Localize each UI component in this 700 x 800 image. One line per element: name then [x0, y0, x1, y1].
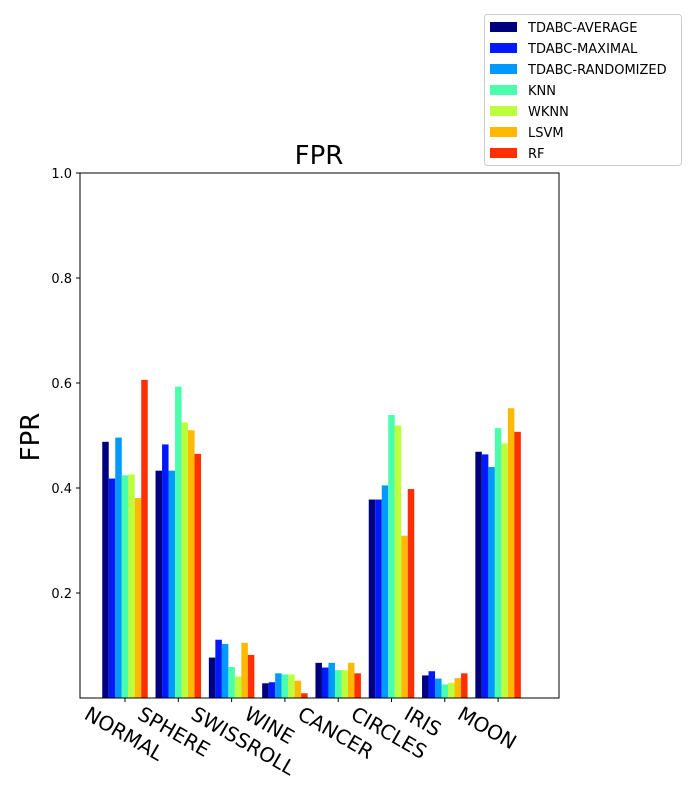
bar — [448, 682, 455, 698]
bar — [435, 678, 442, 698]
legend-label: LSVM — [528, 126, 564, 141]
bar — [341, 670, 348, 698]
bar — [428, 671, 436, 698]
bar — [401, 535, 408, 698]
chart-title: FPR — [295, 141, 344, 171]
bar — [461, 673, 468, 698]
y-tick-label: 0.4 — [51, 482, 72, 497]
bar — [368, 499, 376, 698]
bar — [354, 673, 361, 698]
bar — [514, 431, 521, 698]
bar — [454, 678, 462, 698]
y-tick-label: 1.0 — [51, 167, 72, 182]
y-tick-label: 0.8 — [51, 272, 72, 287]
legend-swatch — [490, 148, 517, 158]
bar — [347, 662, 355, 698]
bar — [162, 444, 169, 698]
bar — [188, 430, 195, 698]
legend-label: TDABC-AVERAGE — [527, 21, 637, 36]
bar — [394, 425, 402, 698]
y-axis-label: FPR — [16, 413, 46, 462]
bar — [262, 683, 269, 698]
y-axis: 0.2 0.4 0.6 0.8 1.0 — [51, 167, 80, 602]
bar — [234, 676, 242, 698]
plot-frame — [79, 172, 560, 699]
bar — [168, 470, 176, 698]
bar — [275, 673, 282, 698]
bar — [481, 454, 489, 698]
bar — [208, 657, 216, 698]
legend-label: TDABC-MAXIMAL — [527, 42, 638, 57]
bar — [407, 489, 415, 698]
bar — [247, 654, 255, 698]
bar — [334, 670, 342, 698]
bar — [194, 453, 202, 699]
bar — [328, 662, 335, 698]
bar — [115, 437, 122, 698]
legend-label: KNN — [528, 84, 556, 99]
y-tick-label: 0.2 — [51, 587, 72, 602]
legend-swatch — [490, 22, 517, 32]
bar — [475, 451, 482, 698]
bar — [388, 415, 395, 698]
bar — [321, 667, 329, 698]
bars-layer — [102, 379, 521, 699]
bar — [175, 386, 182, 698]
bar — [288, 674, 295, 699]
legend: TDABC-AVERAGE TDABC-MAXIMAL TDABC-RANDOMIZ… — [484, 14, 682, 166]
bar — [315, 662, 322, 698]
bar — [301, 693, 308, 698]
bar — [241, 642, 248, 699]
bar — [501, 443, 508, 699]
bar — [228, 667, 235, 698]
bar — [221, 643, 229, 698]
bar — [121, 475, 129, 698]
legend-swatch — [490, 85, 517, 95]
bar — [181, 422, 189, 699]
bar — [134, 497, 142, 698]
bar — [375, 499, 382, 698]
bar — [281, 674, 289, 699]
legend-swatch — [490, 127, 517, 137]
bar — [155, 470, 163, 698]
legend-swatch — [490, 106, 517, 116]
bar — [108, 478, 116, 698]
legend-label: RF — [528, 147, 545, 162]
bar — [441, 684, 449, 698]
bar — [128, 474, 135, 698]
bar — [294, 680, 302, 698]
bar — [422, 675, 429, 698]
legend-label: TDABC-RANDOMIZED — [527, 63, 667, 78]
bar — [215, 639, 222, 698]
bar — [268, 682, 276, 698]
bar — [381, 485, 389, 699]
bar — [494, 428, 502, 698]
legend-label: WKNN — [528, 105, 569, 120]
legend-swatch — [490, 64, 517, 74]
y-tick-label: 0.6 — [51, 377, 72, 392]
legend-swatch — [490, 43, 517, 53]
bar — [102, 441, 109, 698]
bar — [488, 467, 495, 698]
bar — [507, 408, 515, 698]
bar — [141, 379, 148, 698]
legend-box — [484, 14, 682, 166]
